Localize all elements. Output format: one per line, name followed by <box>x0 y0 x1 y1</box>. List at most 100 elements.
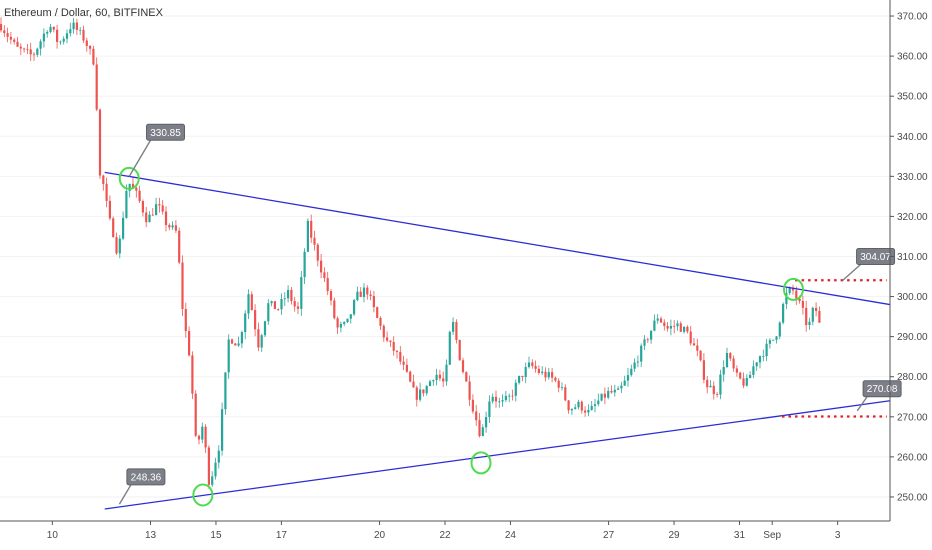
candle-body <box>415 387 418 400</box>
candle-body <box>293 301 296 307</box>
candle-body <box>46 31 49 34</box>
candle-body <box>300 277 303 309</box>
candle-body <box>386 337 389 341</box>
candle-body <box>597 400 600 405</box>
candle-body <box>260 335 263 348</box>
candle-body <box>442 378 445 382</box>
candle-body <box>270 301 273 304</box>
candle-body <box>471 399 474 412</box>
candle-body <box>712 385 715 395</box>
candle-body <box>56 29 59 42</box>
candle-body <box>623 380 626 386</box>
candle-body <box>511 395 514 397</box>
candle-body <box>98 109 102 176</box>
candle-body <box>791 287 795 291</box>
candle-body <box>105 184 108 201</box>
candle-body <box>227 339 230 373</box>
candle-body <box>574 407 577 409</box>
candle-body <box>118 238 121 254</box>
y-tick-label: 320.00 <box>897 212 928 223</box>
candle-body <box>818 310 821 323</box>
highlight-circle <box>118 166 140 190</box>
candle-body <box>438 374 441 379</box>
candle-body <box>765 343 768 357</box>
candle-body <box>207 447 210 485</box>
candle-body <box>184 308 187 332</box>
candle-body <box>85 40 88 46</box>
candle-body <box>798 298 801 302</box>
trendline-layer <box>104 171 891 510</box>
candle-body <box>815 307 818 311</box>
candle-body <box>138 190 141 202</box>
candle-body <box>527 362 531 368</box>
candle-body <box>148 214 151 223</box>
candle-body <box>808 321 811 326</box>
candle-body <box>128 183 131 191</box>
callout-box <box>862 380 902 398</box>
candle-body <box>181 262 184 309</box>
candle-body <box>376 307 379 318</box>
candle-body <box>313 237 316 245</box>
candle-body <box>485 417 488 428</box>
candle-body <box>739 372 742 379</box>
x-tick-label: 31 <box>734 530 746 541</box>
candle-body <box>458 339 461 361</box>
x-tick-label: 3 <box>835 530 841 541</box>
y-tick-label: 300.00 <box>897 292 928 303</box>
candle-body <box>419 389 422 400</box>
candle-body <box>362 287 366 297</box>
highlight-circle <box>192 483 214 507</box>
candle-body <box>656 318 659 321</box>
candle-body <box>452 322 455 332</box>
candle-body <box>716 394 719 395</box>
candle-body <box>178 230 181 263</box>
candle-body <box>795 290 798 299</box>
candle-body <box>303 251 306 278</box>
candle-body <box>772 339 775 341</box>
callout-label: 330.85 <box>150 128 181 139</box>
candle-body <box>333 300 336 319</box>
candle-body <box>696 345 699 351</box>
y-tick-label: 260.00 <box>897 452 928 463</box>
x-tick-label: 17 <box>276 530 288 541</box>
candle-body <box>102 175 105 185</box>
candle-body <box>683 326 686 332</box>
candle-body <box>359 291 362 297</box>
candle-body <box>145 212 148 223</box>
candle-body <box>369 294 372 296</box>
candle-body <box>537 368 540 374</box>
candle-body <box>488 401 491 418</box>
candle-body <box>428 381 432 386</box>
candle-body <box>405 364 408 372</box>
y-tick-label: 340.00 <box>897 132 928 143</box>
candle-body <box>59 41 62 43</box>
candle-body <box>168 225 171 228</box>
candle-body <box>379 317 382 326</box>
candle-body <box>775 336 778 340</box>
candle-body <box>475 411 478 421</box>
candle-body <box>412 381 415 388</box>
candle-body <box>287 289 290 299</box>
callout-pointer <box>118 484 132 505</box>
candle-body <box>194 393 197 436</box>
candle-body <box>395 350 399 352</box>
candle-body <box>610 390 613 393</box>
candle-body <box>155 204 158 216</box>
candle-body <box>65 33 69 39</box>
candle-body <box>501 400 504 402</box>
candle-body <box>640 345 643 362</box>
candle-body <box>72 22 75 30</box>
x-tick-label: Sep <box>763 530 781 541</box>
candle-body <box>729 353 732 359</box>
candle-body <box>425 385 428 394</box>
candle-body <box>399 351 402 362</box>
candle-body <box>201 426 204 440</box>
candle-layer <box>0 17 821 489</box>
candle-body <box>719 374 722 395</box>
candle-body <box>745 378 748 386</box>
candle-body <box>768 340 771 344</box>
candle-body <box>534 365 537 369</box>
callout-pointer <box>842 263 862 282</box>
candle-body <box>9 36 12 40</box>
candle-body <box>580 401 583 411</box>
